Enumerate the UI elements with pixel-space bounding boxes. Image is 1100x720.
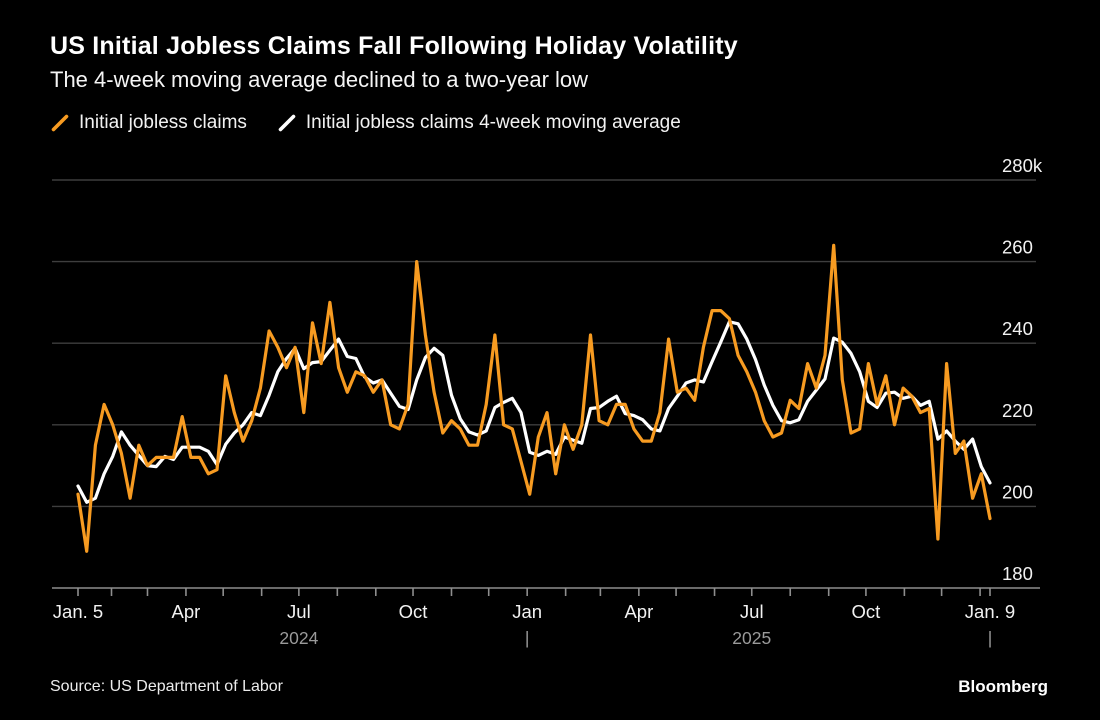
- series-line-initial-claims: [76, 243, 992, 553]
- x-axis-label: Jan: [512, 601, 542, 622]
- legend-label-initial-claims: Initial jobless claims: [79, 112, 247, 133]
- year-divider-mark: |: [988, 628, 993, 648]
- x-axis-label: Oct: [399, 601, 428, 622]
- year-divider-mark: |: [525, 628, 530, 648]
- legend-item-initial-claims: Initial jobless claims: [50, 112, 247, 134]
- chart-title: US Initial Jobless Claims Fall Following…: [50, 32, 738, 60]
- x-axis-label: Apr: [172, 601, 201, 622]
- x-axis-label: Oct: [852, 601, 881, 622]
- chart-subtitle: The 4-week moving average declined to a …: [50, 67, 589, 92]
- x-axis-label: Jan. 5: [53, 601, 103, 622]
- legend: Initial jobless claims Initial jobless c…: [50, 112, 681, 134]
- y-axis-label: 260: [1002, 237, 1033, 258]
- orange-slash-icon: [51, 114, 69, 132]
- series-line-4wk-average: [76, 320, 992, 504]
- y-axis-label: 180: [1002, 563, 1033, 584]
- source-credit: Source: US Department of Labor: [50, 678, 284, 695]
- white-slash-icon: [278, 114, 296, 132]
- legend-item-4wk-average: Initial jobless claims 4-week moving ave…: [277, 112, 681, 134]
- y-axis-label: 280k: [1002, 155, 1043, 176]
- legend-label-4wk-average: Initial jobless claims 4-week moving ave…: [305, 112, 681, 133]
- x-axis-label: Jul: [287, 601, 311, 622]
- y-axis-label: 220: [1002, 400, 1033, 421]
- y-axis-label: 200: [1002, 481, 1033, 502]
- year-label: 2025: [732, 628, 771, 648]
- x-axis-label: Jan. 9: [965, 601, 1015, 622]
- year-label: 2024: [279, 628, 318, 648]
- y-axis-label: 240: [1002, 318, 1033, 339]
- bloomberg-logo: Bloomberg: [958, 677, 1048, 696]
- x-axis-label: Apr: [624, 601, 653, 622]
- x-axis-label: Jul: [740, 601, 764, 622]
